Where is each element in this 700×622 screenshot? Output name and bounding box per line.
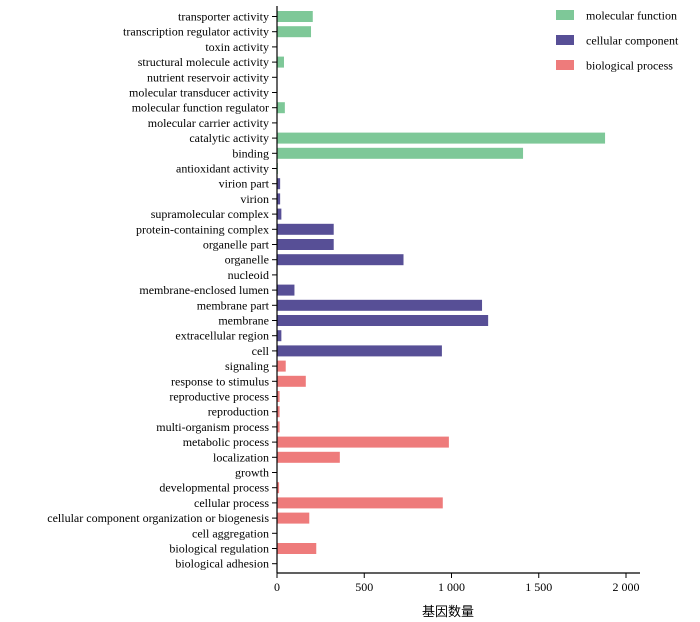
bar-organelle xyxy=(277,254,404,266)
category-label: developmental process xyxy=(159,481,269,495)
category-label: catalytic activity xyxy=(189,131,269,145)
category-label: metabolic process xyxy=(183,435,270,449)
category-label: nutrient reservoir activity xyxy=(147,70,269,84)
category-label: response to stimulus xyxy=(171,374,269,388)
category-label: supramolecular complex xyxy=(151,207,269,221)
category-label: cell xyxy=(252,344,270,358)
category-label: organelle part xyxy=(203,238,270,252)
x-tick-label: 1 000 xyxy=(438,580,465,594)
x-axis-title: 基因数量 xyxy=(422,605,474,620)
bar-binding xyxy=(277,147,524,159)
bar-cellular-process xyxy=(277,497,443,509)
x-tick-label: 500 xyxy=(355,580,373,594)
legend: molecular function cellular component biol… xyxy=(556,9,679,73)
category-label: organelle xyxy=(225,253,269,267)
bar-response-to-stimulus xyxy=(277,375,306,387)
bar-membrane-enclosed-lumen xyxy=(277,284,295,296)
category-label: membrane-enclosed lumen xyxy=(139,283,269,297)
bar-catalytic-activity xyxy=(277,132,606,144)
bar-membrane-part xyxy=(277,299,483,311)
category-label: extracellular region xyxy=(175,329,269,343)
category-label: molecular carrier activity xyxy=(148,116,269,130)
bar-virion-part xyxy=(277,178,281,190)
bar-virion xyxy=(277,193,281,205)
bar-transporter-activity xyxy=(277,11,313,22)
category-label: biological adhesion xyxy=(175,557,269,571)
category-label: growth xyxy=(235,466,269,480)
bar-supramolecular-complex xyxy=(277,208,282,220)
category-label: transporter activity xyxy=(178,10,269,24)
bar-cellular-component-organization-or-biogenesis xyxy=(277,512,310,524)
category-label: structural molecule activity xyxy=(138,55,269,69)
bar-cell xyxy=(277,345,442,357)
category-label: reproductive process xyxy=(169,390,269,404)
legend-label: molecular function xyxy=(586,9,677,23)
category-label: nucleoid xyxy=(228,268,269,282)
category-label: signaling xyxy=(225,359,269,373)
bar-developmental-process xyxy=(277,482,280,494)
category-label: localization xyxy=(213,450,269,464)
category-label: cellular component organization or bioge… xyxy=(47,511,269,525)
bar-protein-containing-complex xyxy=(277,223,334,235)
x-tick-label: 2 000 xyxy=(613,580,640,594)
category-label: antioxidant activity xyxy=(176,162,269,176)
bar-extracellular-region xyxy=(277,330,282,342)
category-label: virion part xyxy=(219,177,270,191)
category-label: membrane xyxy=(218,314,269,328)
bar-organelle-part xyxy=(277,239,334,250)
category-label: reproduction xyxy=(208,405,269,419)
bar-structural-molecule-activity xyxy=(277,56,284,68)
category-label: molecular function regulator xyxy=(132,101,269,115)
axes: 0 500 1 000 1 500 2 000 xyxy=(272,6,640,594)
category-label: membrane part xyxy=(197,298,270,312)
category-label: biological regulation xyxy=(169,542,269,556)
bar-signaling xyxy=(277,360,286,372)
category-label: cellular process xyxy=(194,496,269,510)
legend-swatch xyxy=(556,10,574,20)
category-label: cell aggregation xyxy=(192,526,269,540)
category-label: binding xyxy=(232,146,269,160)
bar-reproductive-process xyxy=(277,391,280,402)
bar-membrane xyxy=(277,315,489,326)
legend-swatch xyxy=(556,35,574,45)
category-label: protein-containing complex xyxy=(136,222,269,236)
legend-swatch xyxy=(556,60,574,70)
x-tick-label: 1 500 xyxy=(525,580,552,594)
category-label: multi-organism process xyxy=(156,420,269,434)
category-label: toxin activity xyxy=(205,40,269,54)
x-tick-label: 0 xyxy=(274,580,280,594)
category-label: molecular transducer activity xyxy=(129,86,269,100)
legend-label: cellular component xyxy=(586,34,679,48)
category-label: virion xyxy=(240,192,269,206)
bar-metabolic-process xyxy=(277,436,449,448)
bar-reproduction xyxy=(277,406,280,418)
bar-multi-organism-process xyxy=(277,421,280,433)
bar-transcription-regulator-activity xyxy=(277,26,312,38)
bar-localization xyxy=(277,451,340,463)
bars-layer xyxy=(277,11,606,570)
legend-label: biological process xyxy=(586,59,673,73)
bar-biological-regulation xyxy=(277,543,317,554)
category-label: transcription regulator activity xyxy=(123,25,269,39)
bar-molecular-function-regulator xyxy=(277,102,285,114)
